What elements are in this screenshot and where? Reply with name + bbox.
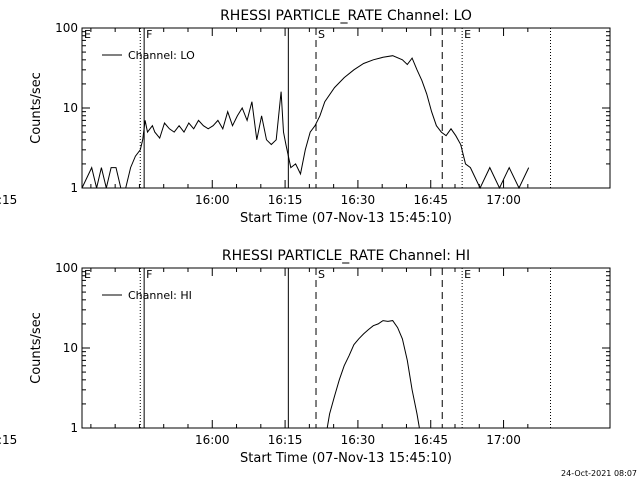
x-tick-label: 16:45 — [413, 193, 448, 207]
x-tick-label: 16:30 — [341, 433, 376, 447]
legend-label: Channel: LO — [128, 49, 195, 62]
series-line — [81, 55, 530, 190]
x-tick-label: 17:00 — [486, 193, 521, 207]
y-axis-label: Counts/sec — [29, 72, 44, 144]
time-marker-label: E — [464, 28, 471, 41]
time-marker-label: E — [84, 268, 91, 281]
time-marker-label: F — [146, 268, 152, 281]
y-tick-label: 10 — [63, 341, 78, 355]
y-tick-label: 100 — [55, 21, 78, 35]
legend-label: Channel: HI — [128, 289, 192, 302]
x-tick-label: 16:45 — [413, 433, 448, 447]
time-marker-label: S — [318, 268, 325, 281]
time-marker-label: F — [146, 28, 152, 41]
y-tick-label: 100 — [55, 261, 78, 275]
series-line — [326, 320, 420, 429]
x-tick-label: 17:15 — [0, 193, 17, 207]
x-tick-label: 16:00 — [195, 433, 230, 447]
x-tick-label: 16:30 — [341, 193, 376, 207]
chart-title: RHESSI PARTICLE_RATE Channel: LO — [220, 8, 472, 24]
time-marker-label: E — [464, 268, 471, 281]
hi-channel-panel: RHESSI PARTICLE_RATE Channel: HI 1 10 100 Co… — [0, 248, 611, 466]
x-tick-label: 17:15 — [0, 433, 17, 447]
y-tick-label: 1 — [70, 181, 78, 195]
time-marker-label: S — [318, 28, 325, 41]
x-axis-label: Start Time (07-Nov-13 15:45:10) — [240, 451, 452, 466]
x-tick-label: 16:00 — [195, 193, 230, 207]
y-tick-label: 1 — [70, 421, 78, 435]
y-axis-label: Counts/sec — [29, 312, 44, 384]
x-tick-label: 16:15 — [268, 193, 303, 207]
y-tick-label: 10 — [63, 101, 78, 115]
x-axis-label: Start Time (07-Nov-13 15:45:10) — [240, 211, 452, 226]
x-tick-label: 17:00 — [486, 433, 521, 447]
footer-timestamp: 24-Oct-2021 08:07 — [561, 469, 637, 478]
time-marker-label: E — [84, 28, 91, 41]
x-tick-label: 16:15 — [268, 433, 303, 447]
lo-channel-panel: RHESSI PARTICLE_RATE Channel: LO 1 10 100 Co… — [0, 8, 611, 226]
chart-title: RHESSI PARTICLE_RATE Channel: HI — [222, 248, 470, 264]
